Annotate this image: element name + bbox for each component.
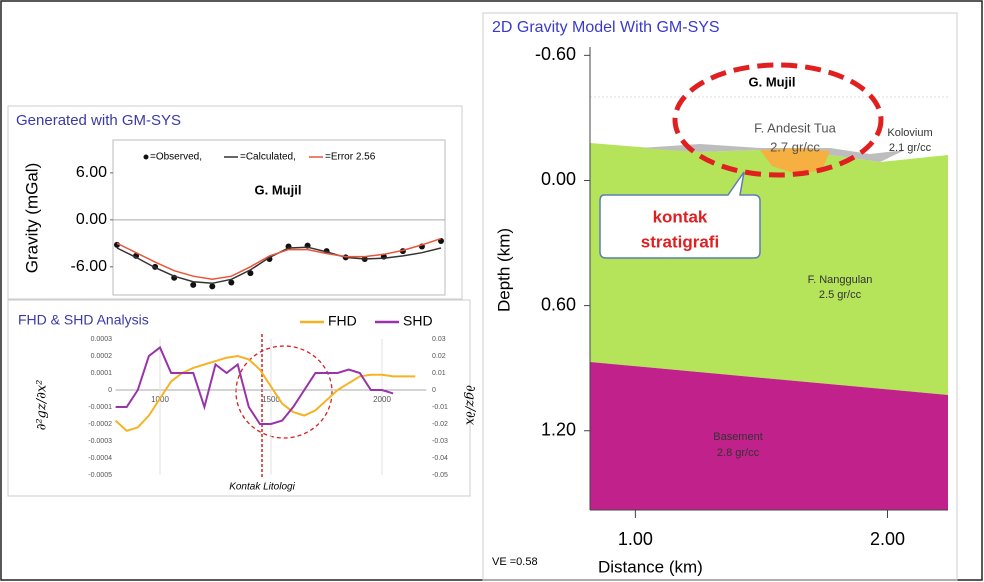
data-point (247, 270, 254, 277)
x-tick-label: 2.00 (870, 529, 905, 549)
panel-gravity (7, 105, 463, 300)
series-line (115, 345, 394, 425)
series-line (116, 237, 442, 281)
y-tick-label: 0.0001 (91, 370, 113, 377)
y-tick-label: 0.0002 (91, 353, 113, 360)
label: Basement (713, 431, 763, 443)
y-tick-label: 0.60 (541, 294, 576, 314)
x-tick-label: 1.00 (618, 529, 653, 549)
plot-box (112, 139, 446, 296)
annotation: G. Mujil (255, 182, 302, 197)
y-axis-label: ∂²gz/∂x² (35, 380, 50, 431)
y2-tick-label: 0.02 (432, 353, 446, 360)
label: 2.7 gr/cc (770, 139, 820, 154)
y2-tick-label: -0.02 (432, 421, 448, 428)
panel-title: 2D Gravity Model With GM-SYS (492, 19, 720, 36)
y2-tick-label: -0.05 (432, 472, 448, 479)
legend-label: =Calculated, (240, 152, 296, 163)
y-tick-label: -0.0004 (88, 455, 112, 462)
panel-title: Generated with GM-SYS (16, 112, 181, 129)
callout (599, 171, 761, 259)
label: F. Nanggulan (808, 274, 873, 286)
legend-label: FHD (328, 313, 357, 329)
y-tick-label: -0.0002 (88, 421, 112, 428)
label: F. Andesit Tua (754, 120, 836, 135)
y-tick-label: 0 (108, 387, 112, 394)
panel-fhd (7, 299, 471, 497)
note: VE =0.58 (492, 556, 538, 568)
data-point (228, 279, 235, 286)
label: 2.5 gr/cc (819, 289, 862, 301)
y-tick-label: -0.0003 (88, 438, 112, 445)
y-tick-label: -0.60 (535, 44, 576, 64)
x-tick-label: 2000 (373, 395, 391, 404)
y-tick-label: 1.20 (541, 419, 576, 439)
y-tick-label: 0.00 (541, 169, 576, 189)
y2-tick-label: -0.01 (432, 404, 448, 411)
annotation: Kontak Litologi (229, 482, 295, 493)
label: 2.1 gr/cc (889, 142, 932, 154)
panel-model (482, 12, 958, 581)
y2-tick-label: 0.03 (432, 336, 446, 343)
y-tick-label: -6.00 (71, 258, 108, 275)
callout-text: kontak (653, 207, 708, 226)
layer-andesit (760, 148, 830, 174)
legend-label: =Error 2.56 (325, 152, 376, 163)
y2-tick-label: 0 (432, 387, 436, 394)
y-axis-label: Gravity (mGal) (22, 163, 41, 274)
legend-label: SHD (403, 313, 433, 329)
layer-kolovium (640, 144, 905, 162)
legend-marker (143, 154, 149, 160)
y2-tick-label: -0.03 (432, 438, 448, 445)
y-axis-label: Depth (km) (494, 228, 513, 312)
layer-nanggulan (590, 143, 948, 395)
y2-axis-label: ∂gz/∂x (463, 385, 478, 426)
callout-text: stratigrafi (641, 232, 719, 251)
y-tick-label: 0.00 (76, 211, 107, 228)
y-tick-label: -0.0005 (88, 472, 112, 479)
label: Kolovium (887, 127, 932, 139)
data-point (209, 283, 216, 290)
y2-tick-label: 0.01 (432, 370, 446, 377)
label: 2.8 gr/cc (717, 447, 760, 459)
y-tick-label: 0.0003 (91, 336, 113, 343)
data-point (190, 281, 197, 288)
y2-tick-label: -0.04 (432, 455, 448, 462)
y-tick-label: 6.00 (76, 164, 107, 181)
x-axis-label: Distance (km) (598, 557, 703, 576)
x-tick-label: 1500 (262, 395, 280, 404)
y-tick-label: -0.0001 (88, 404, 112, 411)
layer-basement (590, 362, 948, 510)
highlight-ellipse (672, 62, 884, 178)
highlight-circle (235, 345, 333, 439)
label: G. Mujil (749, 74, 796, 89)
panel-title: FHD & SHD Analysis (18, 312, 149, 328)
series-line (114, 354, 416, 432)
legend-label: =Observed, (150, 152, 202, 163)
